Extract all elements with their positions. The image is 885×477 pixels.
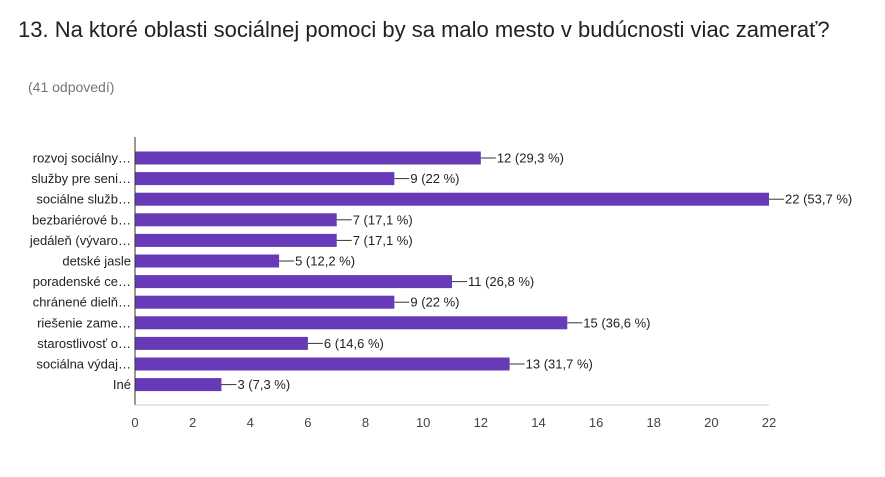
response-count: (41 odpovedí): [28, 79, 115, 95]
value-label: 7 (17,1 %): [353, 233, 413, 248]
value-label: 12 (29,3 %): [497, 151, 564, 166]
category-label: chránené dielň…: [33, 295, 131, 310]
x-tick-label: 12: [474, 415, 488, 430]
bar: [135, 213, 337, 227]
value-label: 13 (31,7 %): [526, 357, 593, 372]
x-tick-label: 10: [416, 415, 430, 430]
x-tick-label: 20: [704, 415, 718, 430]
category-label: detské jasle: [62, 254, 131, 269]
value-label: 3 (7,3 %): [237, 377, 290, 392]
question-title: 13. Na ktoré oblasti sociálnej pomoci by…: [18, 17, 830, 42]
x-tick-label: 14: [531, 415, 545, 430]
category-label: Iné: [113, 377, 131, 392]
bar: [135, 316, 568, 330]
category-label: bezbariérové b…: [32, 212, 131, 227]
bars-layer: 12 (29,3 %) 9 (22 %) 22 (53,7 %) 7 (17,1 %)…: [135, 151, 852, 392]
bar: [135, 378, 222, 392]
bar: [135, 233, 337, 247]
value-label: 5 (12,2 %): [295, 254, 355, 269]
bar: [135, 295, 395, 309]
bar: [135, 357, 510, 371]
x-tick-label: 22: [762, 415, 776, 430]
x-tick-label: 18: [646, 415, 660, 430]
category-label: poradenské ce…: [33, 274, 131, 289]
value-label: 7 (17,1 %): [353, 212, 413, 227]
axis-layer: rozvoj sociálny… služby pre seni… sociálne…: [29, 137, 776, 430]
x-tick-label: 16: [589, 415, 603, 430]
bar: [135, 254, 280, 268]
category-label: rozvoj sociálny…: [33, 151, 131, 166]
value-label: 9 (22 %): [410, 295, 459, 310]
category-label: sociálna výdaj…: [36, 357, 131, 372]
category-label: sociálne služb…: [36, 192, 131, 207]
category-label: jedáleň (vývaro…: [29, 233, 131, 248]
bar: [135, 172, 395, 186]
x-tick-label: 6: [304, 415, 311, 430]
x-tick-label: 8: [362, 415, 369, 430]
x-tick-label: 0: [131, 415, 138, 430]
bar: [135, 151, 481, 165]
bar: [135, 275, 452, 289]
category-label: riešenie zame…: [37, 315, 131, 330]
x-tick-label: 4: [247, 415, 254, 430]
value-label: 11 (26,8 %): [468, 274, 534, 289]
x-tick-label: 2: [189, 415, 196, 430]
bar: [135, 336, 308, 350]
value-label: 15 (36,6 %): [583, 315, 650, 330]
bar: [135, 192, 769, 206]
value-label: 22 (53,7 %): [785, 192, 852, 207]
value-label: 6 (14,6 %): [324, 336, 384, 351]
value-label: 9 (22 %): [410, 171, 459, 186]
category-label: služby pre seni…: [31, 171, 131, 186]
category-label: starostlivosť o…: [37, 336, 131, 351]
